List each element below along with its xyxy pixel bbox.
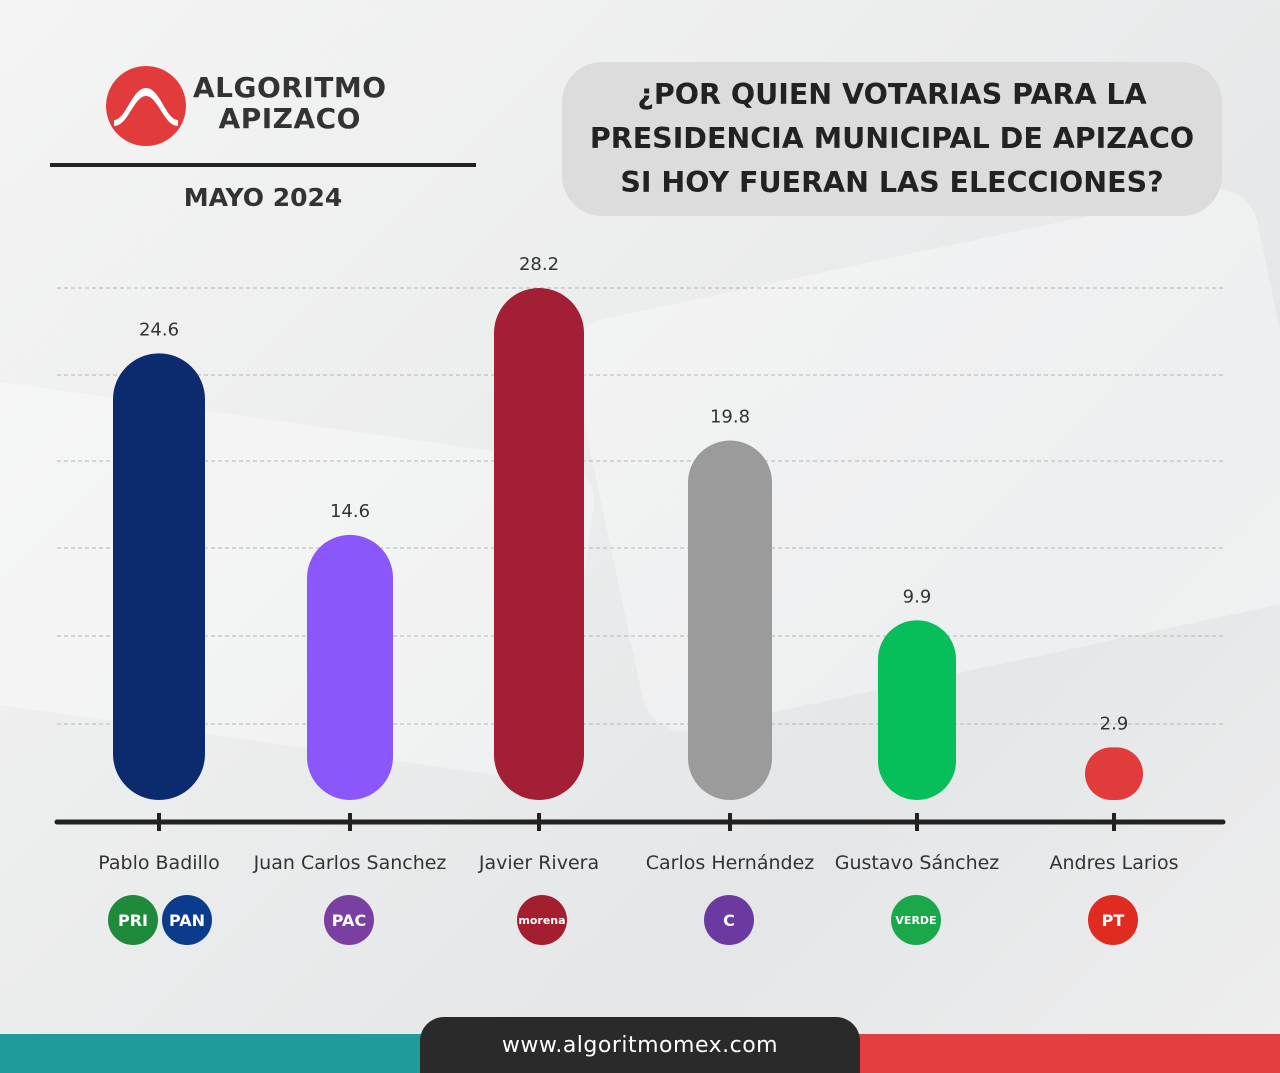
- chart-title: ¿POR QUIEN VOTARIAS PARA LA PRESIDENCIA …: [589, 78, 1195, 199]
- data-label: 24.6: [139, 319, 179, 340]
- category-label: Gustavo Sánchez: [835, 852, 1000, 874]
- bar-5: [878, 620, 956, 800]
- brand-line-1: ALGORITMO: [193, 71, 387, 104]
- data-label: 28.2: [519, 254, 559, 275]
- pri-party-icon: PRI: [108, 895, 158, 945]
- survey-date: MAYO 2024: [183, 183, 343, 212]
- footer-website[interactable]: www.algoritmomex.com: [420, 1017, 860, 1073]
- data-label: 14.6: [330, 501, 370, 522]
- bar-4: [688, 440, 772, 800]
- footer-teal-band: [0, 1034, 424, 1073]
- footer-url[interactable]: www.algoritmomex.com: [501, 1032, 779, 1058]
- logo-wave-icon: [114, 88, 178, 126]
- data-label: 19.8: [710, 407, 750, 428]
- pt-party-icon: PT: [1088, 895, 1138, 945]
- data-label: 9.9: [903, 586, 932, 607]
- brand-line-2: APIZACO: [218, 102, 361, 135]
- bar-6: [1085, 747, 1143, 800]
- bar-2: [307, 534, 393, 800]
- pan-party-icon: PAN: [162, 895, 212, 945]
- algoritmo-logo: [106, 66, 186, 146]
- category-label: Andres Larios: [1050, 852, 1179, 874]
- bar-3: [494, 288, 584, 800]
- category-label: Carlos Hernández: [646, 852, 814, 874]
- question-box: ¿POR QUIEN VOTARIAS PARA LA PRESIDENCIA …: [562, 62, 1222, 216]
- pac-party-icon: PAC: [324, 895, 374, 945]
- bar-chart: 24.6 Pablo Badillo 14.6 Juan Carlos Sanchez…: [54, 254, 1226, 874]
- morena-party-icon: morena: [517, 895, 567, 945]
- bar-1: [113, 353, 205, 800]
- c-logo-party-icon: C: [704, 895, 754, 945]
- data-label: 2.9: [1100, 713, 1129, 734]
- brand-name: ALGORITMO APIZACO: [193, 72, 387, 134]
- verde-party-icon: VERDE: [891, 895, 941, 945]
- header-divider: [50, 163, 476, 167]
- category-label: Juan Carlos Sanchez: [253, 852, 447, 874]
- footer-red-band: [856, 1034, 1280, 1073]
- category-label: Javier Rivera: [478, 852, 599, 874]
- category-label: Pablo Badillo: [98, 852, 219, 874]
